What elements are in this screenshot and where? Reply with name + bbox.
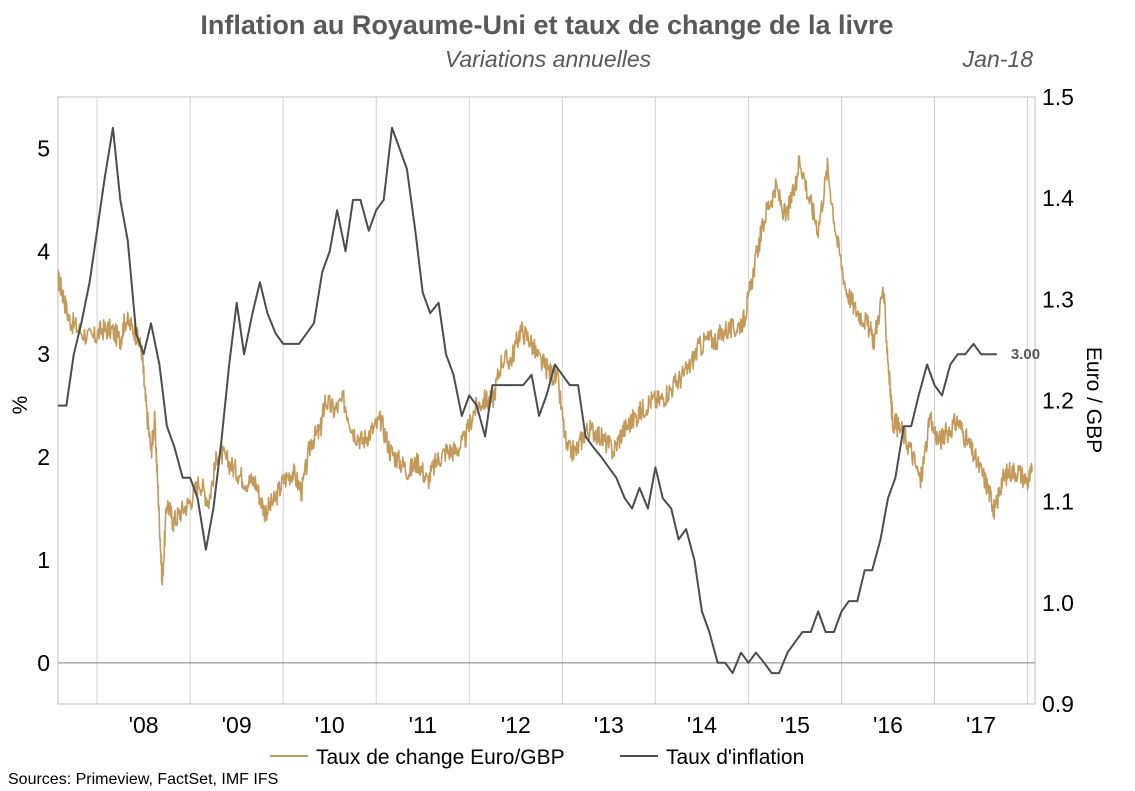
- x-tick-2011: '11: [409, 712, 437, 738]
- x-tick-2016: '16: [873, 712, 903, 738]
- source-note: Sources: Primeview, FactSet, IMF IFS: [8, 771, 278, 788]
- left-tick-4: 4: [37, 238, 50, 264]
- right-tick-1.0: 1.0: [1042, 590, 1074, 616]
- legend-label-exchange-rate: Taux de change Euro/GBP: [316, 746, 565, 769]
- left-tick-0: 0: [37, 650, 50, 676]
- legend-label-inflation: Taux d'inflation: [666, 746, 804, 769]
- left-tick-2: 2: [37, 444, 50, 470]
- left-axis-title: %: [9, 396, 32, 415]
- left-tick-1: 1: [37, 547, 50, 573]
- series-line-exchange-rate: [57, 155, 1033, 586]
- grid: [96, 97, 1029, 704]
- right-tick-1.3: 1.3: [1042, 286, 1074, 312]
- x-tick-2015: '15: [780, 712, 810, 738]
- x-tick-2008: '08: [129, 712, 159, 738]
- x-tick-2012: '12: [501, 712, 531, 738]
- left-axis-ticks: 0 1 2 3 4 5: [37, 135, 50, 675]
- x-tick-2013: '13: [594, 712, 624, 738]
- legend: Taux de change Euro/GBP Taux d'inflation: [270, 746, 804, 769]
- chart-date-label: Jan-18: [962, 46, 1034, 72]
- chart-subtitle: Variations annuelles: [445, 46, 652, 72]
- x-tick-2009: '09: [222, 712, 252, 738]
- left-tick-5: 5: [37, 135, 50, 161]
- right-axis-title: Euro / GBP: [1082, 347, 1105, 453]
- x-tick-2014: '14: [687, 712, 717, 738]
- right-tick-1.5: 1.5: [1042, 84, 1074, 110]
- series-line-inflation: [58, 126, 997, 675]
- right-tick-1.4: 1.4: [1042, 185, 1074, 211]
- chart-title: Inflation au Royaume-Uni et taux de chan…: [200, 10, 893, 40]
- series-layer: [57, 126, 1033, 675]
- right-tick-0.9: 0.9: [1042, 691, 1074, 717]
- x-tick-2017: '17: [966, 712, 996, 738]
- right-axis-ticks: 0.9 1.0 1.1 1.2 1.3 1.4 1.5: [1042, 84, 1074, 717]
- left-tick-3: 3: [37, 341, 50, 367]
- plot-frame: [57, 96, 1036, 705]
- inflation-end-label: 3.00: [1011, 346, 1040, 363]
- x-tick-2010: '10: [315, 712, 345, 738]
- right-tick-1.2: 1.2: [1042, 388, 1074, 414]
- right-tick-1.1: 1.1: [1042, 489, 1074, 515]
- x-axis-ticks: '08 '09 '10 '11 '12 '13 '14 '15 '16 '17: [129, 712, 996, 738]
